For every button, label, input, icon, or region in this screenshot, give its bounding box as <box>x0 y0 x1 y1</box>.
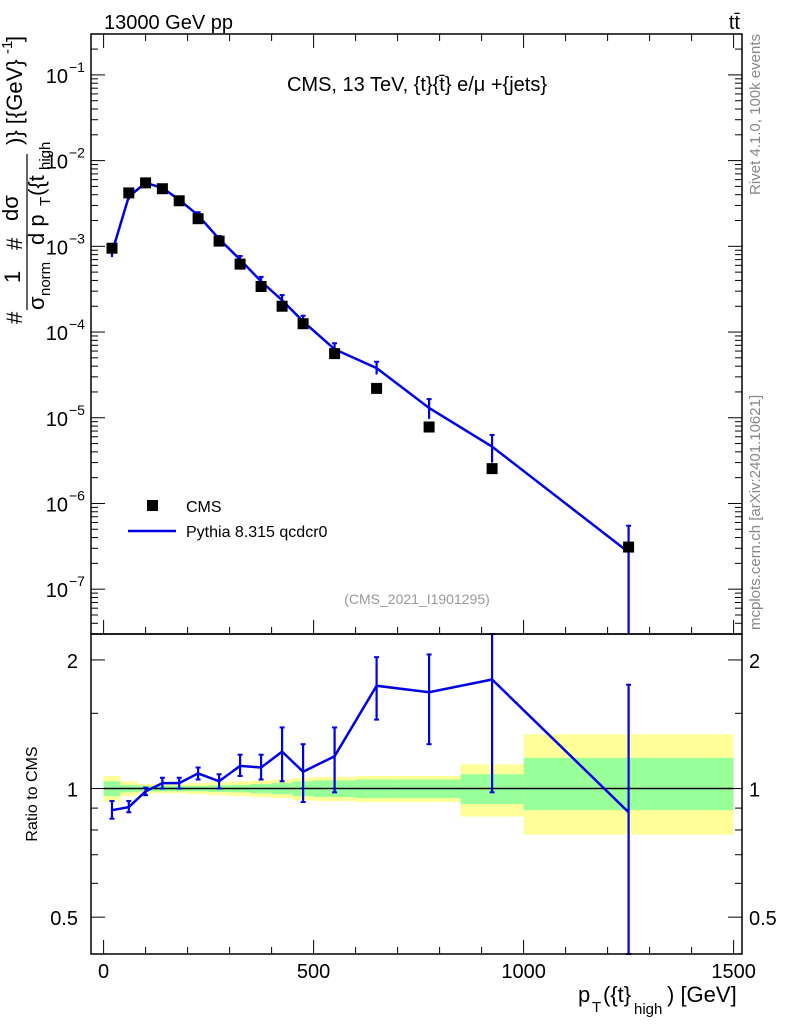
upper-plot-title: CMS, 13 TeV, {t}{t̄} e/μ +{jets} <box>287 74 547 96</box>
lower-ytick-label: 2 <box>67 651 78 673</box>
xlabel-p: p <box>578 982 590 1007</box>
cms-data-point <box>213 235 225 247</box>
ylabel-end: ] <box>2 36 27 42</box>
legend-cms-marker <box>147 500 158 511</box>
cms-data-point <box>255 280 267 292</box>
upper-frame <box>90 33 743 635</box>
upper-ytick-label: 10 <box>46 152 68 174</box>
lower-ytick-label: 1 <box>67 780 78 802</box>
cms-data-point <box>329 348 341 360</box>
cms-data-point <box>140 177 152 189</box>
cms-data-point <box>276 300 288 312</box>
lower-ytick-label-right: 2 <box>749 651 760 673</box>
xlabel-end: ) [GeV] <box>667 982 737 1007</box>
upper-ytick-label: 10 <box>46 66 68 88</box>
upper-panel: 10−710−610−510−410−310−210−1 CMS, 13 TeV… <box>46 33 743 635</box>
lower-xtick-label: 1000 <box>501 961 546 983</box>
lower-ytick-label: 0.5 <box>50 908 78 930</box>
cms-data-point <box>156 183 168 195</box>
ylabel-hash-2: # <box>2 237 27 250</box>
ylabel-hash-1: # <box>2 311 27 324</box>
ylabel-T: T <box>37 197 54 206</box>
upper-ytick-exponent: −6 <box>69 487 85 503</box>
rivet-side-label: Rivet 4.1.0, 100k events <box>747 34 764 195</box>
ratio-y-axis-label: Ratio to CMS <box>24 746 41 841</box>
analysis-label: (CMS_2021_I1901295) <box>344 591 490 607</box>
legend-mc-label: Pythia 8.315 qcdcr0 <box>186 524 328 541</box>
cms-data-point <box>234 258 246 270</box>
upper-y-axis-label: # 1 σ norm # dσ d p T ({t high )} [{GeV}… <box>0 36 54 324</box>
ylabel-gev: )} [{GeV} <box>2 59 27 145</box>
cms-data-point <box>623 541 635 553</box>
cms-data-point <box>297 318 309 330</box>
ylabel-sigma: σ <box>24 296 49 310</box>
upper-ytick-exponent: −4 <box>69 316 85 332</box>
cms-data-point <box>423 421 435 433</box>
upper-ytick-exponent: −5 <box>69 402 85 418</box>
upper-ytick-label: 10 <box>46 494 68 516</box>
legend-cms-label: CMS <box>186 499 222 516</box>
xlabel-T: T <box>592 999 601 1016</box>
ratio-uncertainty-bands <box>103 734 734 835</box>
header-left-label: 13000 GeV pp <box>104 12 233 34</box>
lower-ytick-label-right: 0.5 <box>749 908 777 930</box>
upper-ytick-label: 10 <box>46 580 68 602</box>
ylabel-high: high <box>37 142 54 170</box>
cms-data-point <box>173 195 185 207</box>
ylabel-dsigma: dσ <box>0 195 23 221</box>
xlabel-high: high <box>634 1001 662 1018</box>
cms-data-point <box>371 382 383 394</box>
mc-prediction-line <box>110 181 630 554</box>
legend: CMS Pythia 8.315 qcdcr0 <box>128 499 328 541</box>
x-axis-label: p T ({t} high ) [GeV] <box>578 982 737 1018</box>
upper-ytick-label: 10 <box>46 409 68 431</box>
cms-data-point <box>123 187 135 199</box>
upper-ytick-exponent: −1 <box>69 59 85 75</box>
upper-ytick-label: 10 <box>46 237 68 259</box>
ylabel-norm: norm <box>37 262 54 296</box>
lower-xtick-label: 0 <box>98 961 109 983</box>
ylabel-dp: d p <box>24 214 49 245</box>
upper-ytick-exponent: −7 <box>69 573 85 589</box>
xlabel-mid: ({t} <box>603 982 631 1007</box>
ylabel-one: 1 <box>0 271 25 283</box>
lower-xtick-label: 1500 <box>711 961 756 983</box>
cms-data-point <box>192 213 204 225</box>
upper-plot-content <box>106 177 635 634</box>
header-right-label: tt̄ <box>729 12 741 34</box>
lower-xtick-label: 500 <box>297 961 330 983</box>
cms-data-point <box>486 463 498 475</box>
mcplots-side-label: mcplots.cern.ch [arXiv:2401.10621] <box>747 395 764 630</box>
lower-panel: 0 500 1000 1500 0.5 0.5 1 1 2 2 <box>50 633 777 983</box>
ylabel-exp: -1 <box>0 41 16 54</box>
lower-axis-ticks: 0 500 1000 1500 0.5 0.5 1 1 2 2 <box>50 651 777 983</box>
upper-axis-ticks: 10−710−610−510−410−310−210−1 <box>46 34 742 635</box>
cms-data-point <box>106 242 118 254</box>
ylabel-paren: ({t <box>24 175 49 196</box>
lower-frame <box>90 633 743 955</box>
upper-ytick-label: 10 <box>46 323 68 345</box>
upper-ytick-exponent: −2 <box>69 145 85 161</box>
ratio-line <box>111 678 630 814</box>
ratio-content <box>109 633 632 955</box>
lower-ytick-label-right: 1 <box>749 780 760 802</box>
upper-ytick-exponent: −3 <box>69 230 85 246</box>
